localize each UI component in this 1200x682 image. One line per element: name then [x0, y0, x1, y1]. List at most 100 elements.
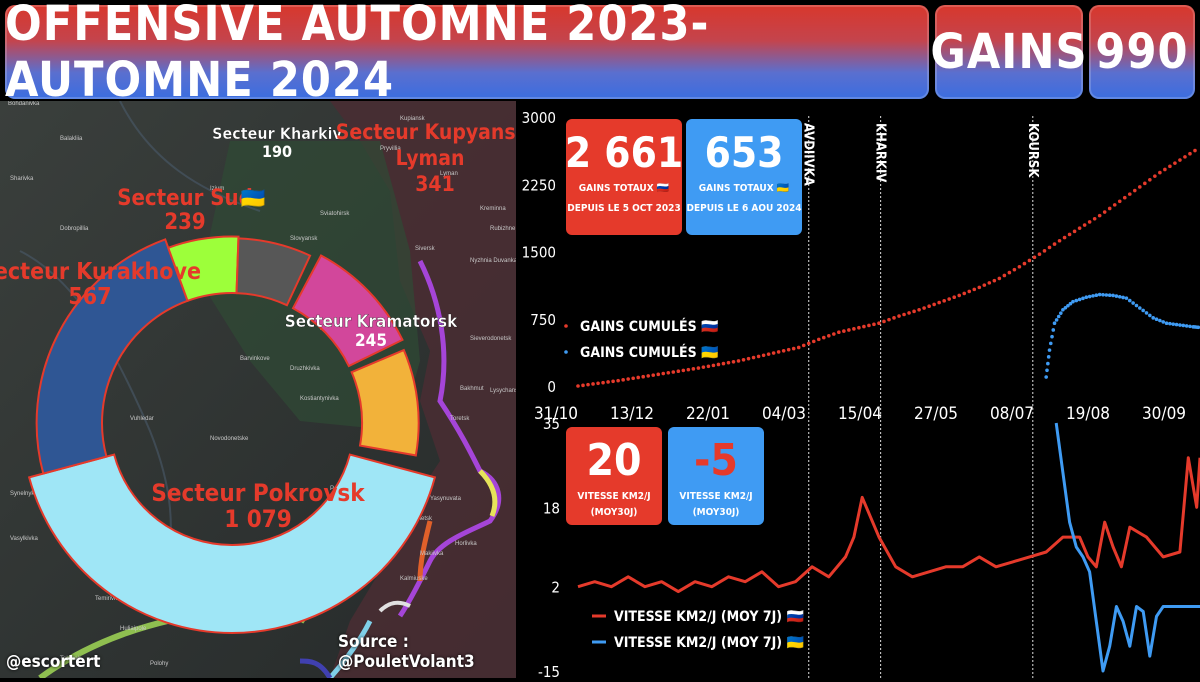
series-point	[816, 337, 821, 342]
series-point	[842, 329, 846, 333]
series-point	[761, 353, 766, 358]
legend-marker	[564, 324, 568, 328]
series-point	[1178, 158, 1182, 162]
gains-count-header: 990	[1089, 5, 1195, 99]
series-point	[741, 357, 746, 362]
series-point	[957, 293, 962, 298]
x-tick-label: 27/05	[914, 404, 958, 424]
series-point	[1104, 293, 1109, 297]
series-dots	[576, 148, 1197, 388]
series-point	[967, 289, 972, 294]
series-point	[1131, 301, 1135, 305]
stat-caption: VITESSE KM2/J	[577, 491, 650, 502]
stat-value: 653	[705, 128, 784, 177]
stat-caption: GAINS TOTAUX 🇷🇺	[579, 182, 670, 194]
series-point	[631, 376, 635, 381]
stat-caption: DEPUIS LE 5 OCT 2023	[567, 203, 680, 214]
series-point	[902, 312, 906, 317]
y-tick-label: 35	[543, 415, 560, 433]
series-point	[666, 370, 671, 375]
map-place-label: Lyman	[440, 171, 458, 177]
map-place-label: Vasylkivka	[10, 536, 39, 542]
series-point	[1094, 293, 1099, 298]
series-point	[611, 379, 615, 384]
series-point	[791, 346, 796, 351]
series-point	[952, 295, 957, 300]
map-place-label: Rubizhne	[490, 226, 516, 232]
series-point	[1046, 355, 1051, 359]
radial-label-name: Secteur Pokrovsk	[151, 479, 365, 507]
series-point	[1007, 270, 1012, 275]
series-point	[987, 281, 992, 285]
series-point	[1063, 305, 1068, 310]
series-point	[1158, 170, 1162, 175]
series-point	[882, 319, 886, 324]
stat-value: 20	[586, 435, 641, 486]
series-point	[746, 356, 751, 361]
series-point	[686, 367, 691, 372]
series-point	[1092, 216, 1097, 221]
series-point	[1050, 334, 1054, 339]
series-point	[661, 371, 666, 376]
x-tick-label: 22/01	[686, 404, 730, 424]
series-point	[1032, 255, 1037, 260]
map-place-label: Sviatohirsk	[320, 211, 350, 217]
series-point	[1122, 195, 1127, 200]
radial-label-name: Secteur Kramatorsk	[285, 312, 458, 332]
map-place-label: Dobropillia	[60, 226, 89, 232]
map-place-label: Slovyansk	[290, 236, 318, 242]
series-point	[681, 368, 686, 373]
radial-label-name: Secteur Kupyansk	[336, 120, 516, 144]
series-point	[862, 324, 866, 329]
series-point	[947, 297, 951, 301]
series-point	[867, 323, 871, 328]
series-point	[1077, 297, 1082, 302]
series-point	[887, 317, 891, 322]
series-point	[821, 335, 826, 340]
series-point	[1151, 316, 1155, 320]
map-place-label: Lysychansk	[490, 388, 516, 394]
series-point	[671, 370, 676, 374]
y-tick-label: 1500	[522, 244, 556, 262]
map-place-label: Kalmiuske	[400, 576, 428, 582]
series-point	[711, 363, 716, 368]
gains-header: GAINS	[930, 5, 1087, 99]
source-credit: Source : @PouletVolant3	[338, 632, 475, 672]
stat-box	[566, 119, 682, 235]
series-point	[927, 304, 931, 308]
series-point	[581, 383, 585, 388]
map-place-label: Troitske	[480, 101, 502, 102]
ukraine-flag-icon: 🇺🇦	[241, 186, 266, 210]
stat-caption: (MOY30J)	[591, 507, 638, 518]
series-point	[1054, 318, 1059, 322]
series-point	[1059, 311, 1063, 315]
radial-label-name: Lyman	[396, 146, 465, 170]
speed-chart: 35 18 2 -15 VITESSE KM2/J (MOY 7J) 🇷🇺 VITESSE…	[538, 415, 1200, 681]
series-point	[1188, 324, 1192, 329]
series-point	[1002, 273, 1007, 278]
y-tick-label: 2250	[522, 176, 556, 194]
map-place-label: Horlivka	[455, 541, 477, 547]
series-point	[786, 347, 791, 352]
series-dots	[1044, 292, 1200, 379]
series-point	[1121, 295, 1125, 300]
event-label: AVDIIVKA	[801, 123, 816, 186]
series-point	[1193, 148, 1197, 153]
series-point	[857, 325, 861, 330]
x-tick-label: 30/09	[1142, 404, 1186, 424]
map-place-label: Kostiantynivka	[300, 396, 339, 402]
series-point	[1046, 361, 1050, 366]
series-point	[1022, 261, 1027, 266]
chart-panel: 3000 2250 1500 750 0 AVDIIVKA KHARKIV KOURSK GAI…	[516, 101, 1200, 681]
series-point	[1045, 368, 1049, 373]
series-point	[1051, 328, 1056, 332]
radial-bar-secteur-kurakhove	[35, 238, 189, 475]
series-point	[736, 359, 741, 363]
radial-label-value: 1 079	[224, 505, 292, 533]
stat-value: 2 661	[565, 128, 683, 177]
y-tick-label: 750	[530, 311, 556, 329]
radial-bar-secteur-kupyansk-lyman	[291, 254, 404, 368]
series-point	[1127, 298, 1132, 303]
stat-caption: VITESSE KM2/J	[679, 491, 752, 502]
series-point	[1127, 192, 1132, 196]
